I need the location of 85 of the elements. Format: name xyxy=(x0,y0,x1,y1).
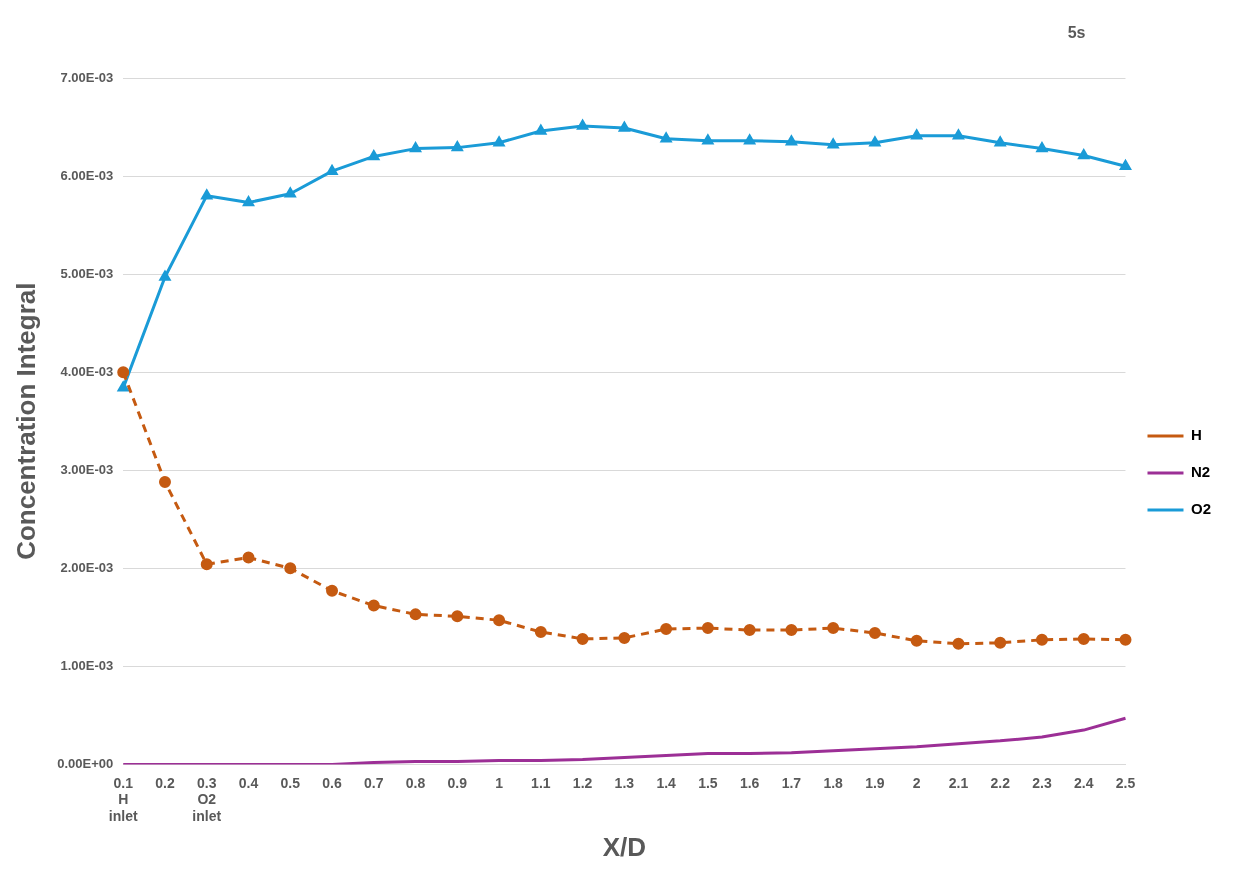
y-tick-label: 0.00E+00 xyxy=(57,755,114,771)
point xyxy=(326,584,339,597)
point xyxy=(242,551,255,564)
x-tick-label: 1.3 xyxy=(614,774,635,791)
y-tick-label: 5.00E-03 xyxy=(60,265,114,281)
point xyxy=(660,132,672,143)
point xyxy=(493,136,505,147)
point xyxy=(117,366,130,379)
x-tick-label: 2.1 xyxy=(948,774,969,791)
x-tick-label: 2.3 xyxy=(1032,774,1052,791)
x-tick-label: 1.4 xyxy=(656,774,677,791)
point xyxy=(618,631,631,644)
point xyxy=(660,623,673,636)
x-tick-label: 0.9 xyxy=(447,774,468,791)
x-tick-label: 2.4 xyxy=(1073,774,1094,791)
point xyxy=(576,632,589,645)
point xyxy=(994,136,1006,147)
point xyxy=(201,189,213,200)
point xyxy=(326,165,338,175)
x-tick-label: 0.3 O2 inlet xyxy=(192,774,222,825)
x-tick-label: 0.4 xyxy=(238,774,259,791)
point xyxy=(451,141,463,152)
point xyxy=(911,129,923,140)
point xyxy=(994,636,1007,649)
point xyxy=(1077,632,1090,645)
point xyxy=(451,610,464,623)
point xyxy=(1036,142,1048,153)
point xyxy=(535,124,547,135)
point xyxy=(367,599,380,612)
point xyxy=(868,627,881,639)
point xyxy=(701,622,714,635)
point xyxy=(785,624,798,637)
x-tick-label: 0.8 xyxy=(405,774,426,791)
x-tick-label: 1.2 xyxy=(572,774,593,791)
x-tick-label: 1.6 xyxy=(739,774,760,791)
y-tick-label: 2.00E-03 xyxy=(60,559,114,575)
x-tick-label: 1.5 xyxy=(698,774,718,791)
point xyxy=(869,136,881,147)
x-tick-label: 1.1 xyxy=(531,774,551,791)
point xyxy=(534,626,547,639)
point xyxy=(1119,633,1132,646)
x-tick-label: 0.6 xyxy=(322,774,342,791)
point xyxy=(827,622,840,635)
y-tick-label: 7.00E-03 xyxy=(60,69,114,85)
point xyxy=(827,138,839,149)
point xyxy=(243,196,254,207)
x-axis-title: X/D xyxy=(602,831,647,862)
point xyxy=(786,135,797,146)
x-tick-label: 0.2 xyxy=(155,774,175,791)
y-tick-label: 6.00E-03 xyxy=(60,167,114,183)
point xyxy=(1035,633,1048,646)
x-tick-label: 0.1 H inlet xyxy=(108,774,138,825)
x-tick-label: 0.7 xyxy=(364,774,384,791)
point xyxy=(200,558,213,571)
legend-label: H xyxy=(1190,426,1202,444)
x-tick-label: 1 xyxy=(495,774,504,791)
point xyxy=(368,150,380,161)
x-tick-label: 2.5 xyxy=(1115,774,1136,791)
y-tick-label: 3.00E-03 xyxy=(60,461,114,477)
x-tick-label: 1.7 xyxy=(781,774,802,791)
point xyxy=(284,187,296,198)
point xyxy=(117,381,129,392)
x-tick-label: 1.9 xyxy=(865,774,885,791)
x-tick-label: 2 xyxy=(912,774,921,791)
point xyxy=(743,624,756,637)
point xyxy=(910,634,923,647)
point xyxy=(158,476,171,488)
legend-label: O2 xyxy=(1190,500,1212,518)
point xyxy=(410,142,421,153)
y-axis-title: Concentration Integral xyxy=(10,282,41,560)
x-tick-label: 1.8 xyxy=(823,774,844,791)
point xyxy=(702,134,714,145)
point xyxy=(952,637,965,650)
x-tick-label: 2.2 xyxy=(990,774,1011,791)
point xyxy=(493,614,506,627)
point xyxy=(284,562,297,575)
y-tick-label: 1.00E-03 xyxy=(60,657,114,673)
x-tick-label: 0.5 xyxy=(280,774,301,791)
text: 5s xyxy=(1067,24,1086,41)
point xyxy=(744,134,756,145)
point xyxy=(409,608,422,621)
y-tick-label: 4.00E-03 xyxy=(60,363,114,379)
point xyxy=(953,129,964,140)
point xyxy=(1078,149,1090,160)
legend-label: N2 xyxy=(1190,463,1211,481)
